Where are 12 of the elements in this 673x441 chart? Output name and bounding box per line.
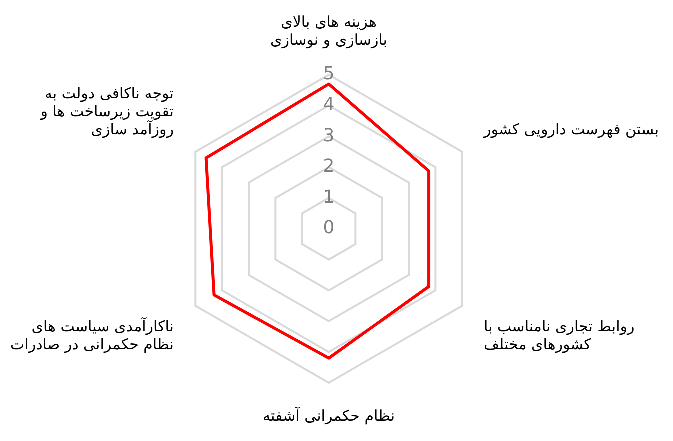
spoke-label: توجه ناکافی دولت به تقویت زیرساخت ها و روزآمد سازی [40, 84, 174, 138]
y-tick-label: 3 [323, 125, 335, 146]
spoke-label: روابط تجاری نامناسب با کشورهای مختلف [484, 317, 635, 354]
y-tick-label: 0 [323, 218, 335, 239]
y-tick-label: 5 [323, 64, 335, 85]
spoke-label: ناکارآمدی سیاست های نظام حکمرانی در صادرات [10, 316, 174, 354]
spoke-label: نظام حکمرانی آشفته [262, 406, 396, 425]
spoke-label: بستن فهرست دارویی کشور [483, 120, 660, 138]
spoke-label: هزینه های بالای بازسازی و نوسازی [270, 12, 388, 49]
y-tick-label: 4 [323, 94, 335, 116]
y-tick-label: 2 [323, 156, 335, 178]
y-tick-label: 1 [323, 186, 335, 208]
